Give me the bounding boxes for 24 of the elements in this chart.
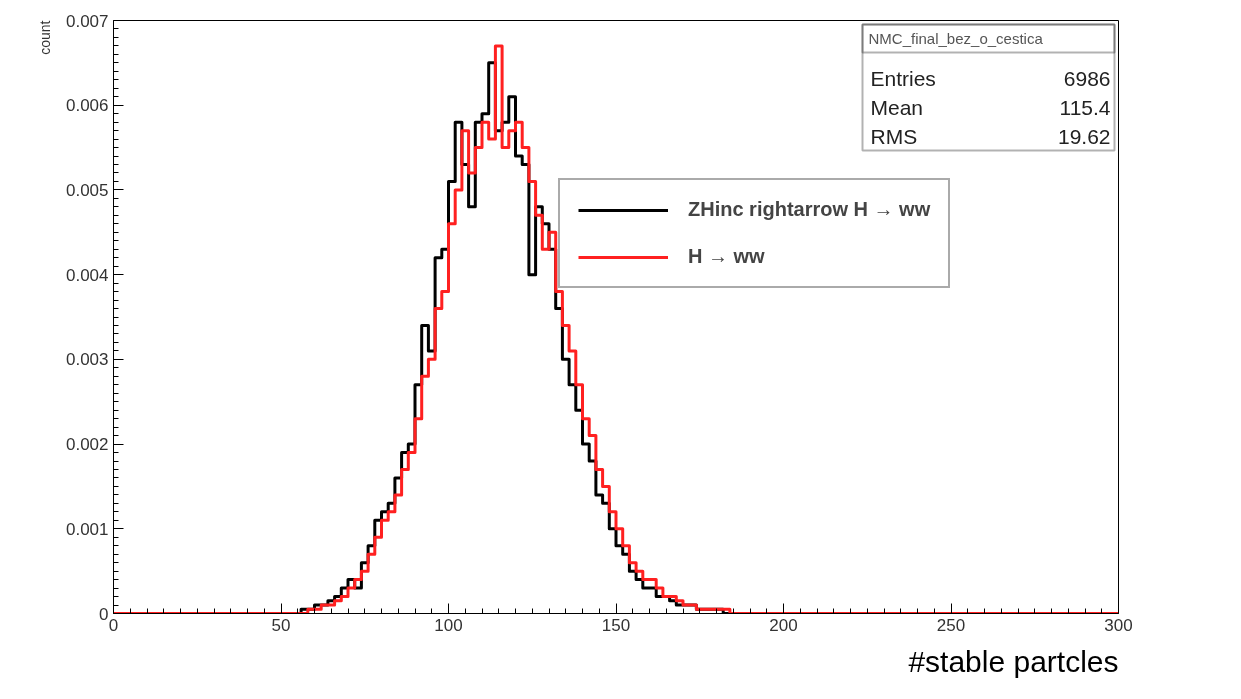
annotation: Mean — [870, 96, 924, 119]
y-axis-title: count — [36, 20, 53, 55]
annotation: 6986 — [1063, 66, 1111, 90]
annotation: Entries — [870, 67, 936, 90]
y-tick-label: 0.006 — [65, 96, 109, 116]
legend-label: ZHinc rightarrow H → ww — [688, 198, 931, 221]
x-tick-label: 100 — [434, 615, 463, 635]
annotation: 19.62 — [1057, 124, 1111, 148]
x-tick-label: 50 — [271, 615, 291, 635]
x-tick-label: 300 — [1104, 615, 1133, 635]
y-tick-label: 0.002 — [65, 435, 109, 455]
x-tick-label: 200 — [769, 615, 798, 635]
y-tick-label: 0.001 — [65, 519, 109, 539]
legend-label: H → ww — [688, 245, 765, 268]
x-tick-label: 150 — [601, 615, 631, 635]
annotation: NMC_final_bez_o_cestica — [868, 30, 1044, 47]
x-tick-label: 250 — [936, 615, 966, 635]
y-tick-label: 0.003 — [65, 350, 109, 370]
x-axis-title: #stable partcles — [908, 644, 1119, 678]
y-tick-label: 0.004 — [65, 265, 109, 285]
y-tick-label: 0.005 — [65, 180, 109, 200]
y-tick-label: 0.007 — [65, 11, 109, 31]
annotation: RMS — [870, 125, 918, 148]
annotation: 115.4 — [1059, 95, 1111, 119]
